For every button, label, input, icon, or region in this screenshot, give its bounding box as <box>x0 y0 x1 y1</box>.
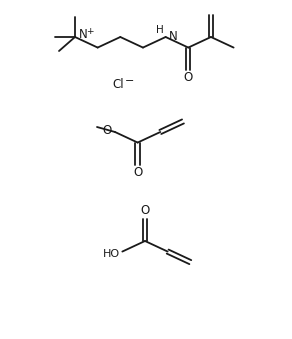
Text: O: O <box>140 204 150 218</box>
Text: O: O <box>133 166 142 179</box>
Text: Cl: Cl <box>112 78 124 91</box>
Text: −: − <box>125 76 135 86</box>
Text: N: N <box>79 28 88 41</box>
Text: N: N <box>169 29 177 42</box>
Text: O: O <box>184 71 193 84</box>
Text: O: O <box>103 123 112 137</box>
Text: HO: HO <box>103 248 120 259</box>
Text: +: + <box>86 26 94 36</box>
Text: H: H <box>156 25 164 35</box>
